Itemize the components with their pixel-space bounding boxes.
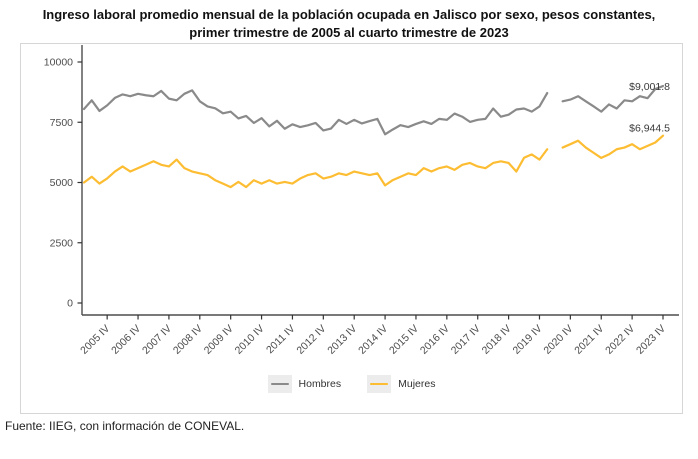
series-line-mujeres <box>561 134 665 160</box>
x-tick-label: 2017 IV <box>449 323 483 357</box>
y-tick-label: 0 <box>67 298 73 310</box>
x-tick-label: 2005 IV <box>78 323 112 357</box>
x-tick-label: 2007 IV <box>140 323 174 357</box>
x-tick-label: 2013 IV <box>325 323 359 357</box>
legend-item-mujeres: Mujeres <box>367 375 435 393</box>
y-tick-label: 2500 <box>50 237 74 249</box>
legend-label-hombres: Hombres <box>298 378 342 390</box>
series-line-mujeres <box>82 148 549 189</box>
x-tick-label: 2019 IV <box>511 323 545 357</box>
series-line-hombres <box>561 84 665 113</box>
legend-label-mujeres: Mujeres <box>398 378 436 390</box>
legend-item-hombres: Hombres <box>267 375 342 393</box>
y-tick-label: 10000 <box>44 57 73 69</box>
x-tick-label: 2018 IV <box>480 323 514 357</box>
x-tick-label: 2015 IV <box>387 323 421 357</box>
hombres-last-value-label: $9,001.8 <box>629 81 670 93</box>
mujeres-line-swatch-icon <box>370 382 389 386</box>
hombres-line-swatch-icon <box>270 382 289 386</box>
legend-key-hombres <box>267 375 292 393</box>
y-tick-label: 5000 <box>50 177 74 189</box>
legend-key-mujeres <box>367 375 392 393</box>
y-tick-label: 7500 <box>50 117 74 129</box>
chart-title-text: Ingreso laboral promedio mensual de la p… <box>42 7 656 41</box>
x-tick-label: 2021 IV <box>572 323 606 357</box>
x-tick-label: 2014 IV <box>356 323 390 357</box>
x-tick-label: 2023 IV <box>634 323 668 357</box>
source-note: Fuente: IIEG, con información de CONEVAL… <box>5 419 245 433</box>
chart-title: Ingreso laboral promedio mensual de la p… <box>0 6 698 42</box>
x-tick-label: 2020 IV <box>541 323 575 357</box>
x-tick-label: 2012 IV <box>294 323 328 357</box>
chart-panel: 0 2500 5000 7500 10000 2005 IV 2006 IV 2007 IV 2… <box>20 43 683 414</box>
x-tick-label: 2011 IV <box>264 323 298 357</box>
x-tick-label: 2010 IV <box>233 323 267 357</box>
x-tick-label: 2008 IV <box>171 323 205 357</box>
x-tick-label: 2016 IV <box>418 323 452 357</box>
x-tick-label: 2022 IV <box>603 323 637 357</box>
x-tick-label: 2006 IV <box>109 323 143 357</box>
x-tick-label: 2009 IV <box>202 323 236 357</box>
legend: Hombres Mujeres <box>21 375 682 393</box>
series-line-hombres <box>82 89 549 136</box>
mujeres-last-value-label: $6,944.5 <box>629 123 670 135</box>
